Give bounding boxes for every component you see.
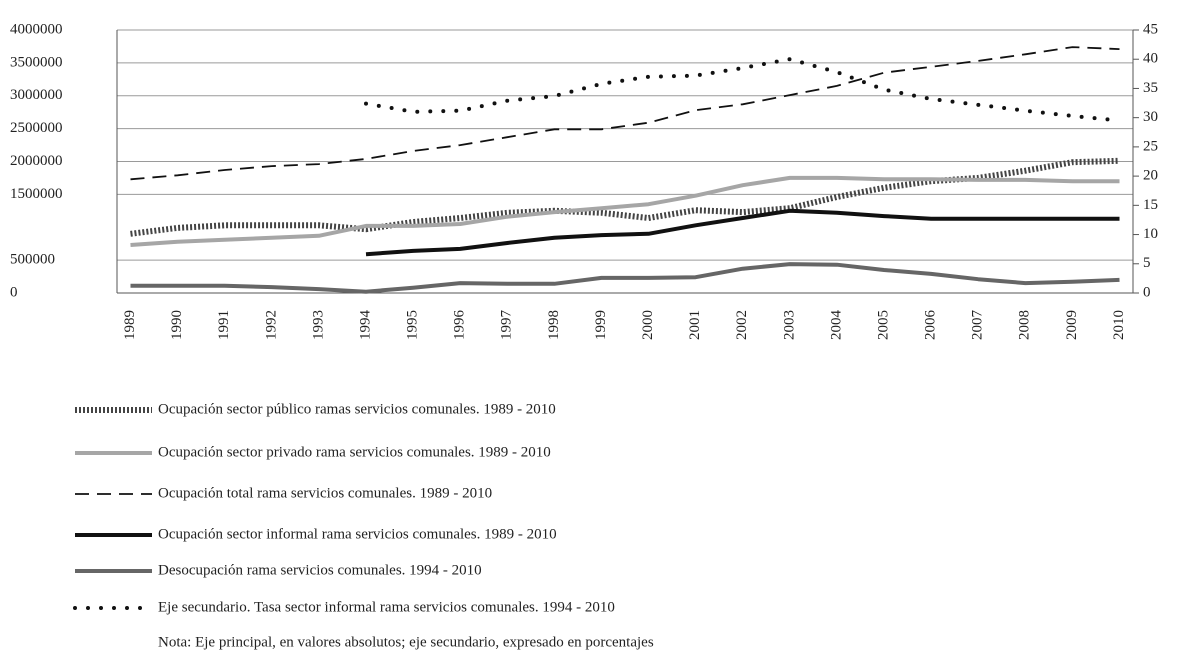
y-tick-label: 1500000 — [10, 186, 63, 202]
y-tick-label: 500000 — [10, 252, 55, 268]
x-tick-label: 1994 — [357, 310, 373, 341]
x-tick-label: 1997 — [499, 309, 515, 340]
x-tick-label: 1992 — [263, 310, 279, 340]
legend-label: Ocupación sector informal rama servicios… — [158, 526, 557, 542]
x-tick-label: 2003 — [781, 310, 797, 340]
y2-tick-label: 0 — [1143, 284, 1151, 300]
x-tick-label: 2002 — [734, 310, 750, 340]
y2-tick-label: 20 — [1143, 168, 1158, 184]
x-tick-label: 2010 — [1111, 310, 1127, 340]
x-tick-label: 1995 — [405, 310, 421, 340]
y2-tick-label: 15 — [1143, 197, 1158, 213]
x-tick-label: 2004 — [828, 310, 844, 341]
note: Nota: Eje principal, en valores absoluto… — [158, 634, 654, 650]
series-line — [130, 262, 1120, 294]
y2-tick-label: 10 — [1143, 226, 1158, 242]
x-tick-label: 2006 — [923, 310, 939, 341]
y-tick-label: 0 — [10, 284, 18, 300]
series-line — [130, 175, 1120, 247]
x-tick-label: 1989 — [122, 310, 138, 340]
series-line — [365, 208, 1120, 257]
y-tick-label: 2500000 — [10, 120, 63, 136]
legend-label: Eje secundario. Tasa sector informal ram… — [158, 599, 615, 615]
y2-tick-label: 45 — [1143, 21, 1158, 37]
x-tick-label: 2009 — [1064, 310, 1080, 340]
x-tick-label: 1996 — [452, 310, 468, 341]
x-tick-label: 2007 — [970, 310, 986, 341]
x-tick-label: 2008 — [1017, 310, 1033, 340]
legend-label: Ocupación sector público ramas servicios… — [158, 401, 556, 417]
y-tick-label: 4000000 — [10, 21, 63, 37]
y2-tick-label: 5 — [1143, 255, 1151, 271]
y2-tick-label: 25 — [1143, 138, 1158, 154]
series-line — [364, 57, 1122, 123]
y-tick-label: 2000000 — [10, 153, 63, 169]
x-tick-label: 2000 — [640, 310, 656, 340]
x-tick-label: 1993 — [310, 310, 326, 340]
x-tick-label: 2001 — [687, 310, 703, 340]
series-line — [130, 46, 1120, 181]
y2-tick-label: 40 — [1143, 51, 1158, 67]
legend-label: Ocupación total rama servicios comunales… — [158, 485, 492, 501]
x-tick-label: 1990 — [169, 310, 185, 340]
x-tick-label: 1998 — [546, 310, 562, 340]
y-tick-label: 3000000 — [10, 87, 63, 103]
x-tick-label: 1991 — [216, 310, 232, 340]
x-tick-label: 1999 — [593, 310, 609, 340]
y2-tick-label: 35 — [1143, 80, 1158, 96]
legend-label: Desocupación rama servicios comunales. 1… — [158, 562, 482, 578]
x-tick-label: 2005 — [875, 310, 891, 340]
legend-label: Ocupación sector privado rama servicios … — [158, 444, 551, 460]
y-tick-label: 3500000 — [10, 54, 63, 70]
series-line — [130, 157, 1120, 237]
y2-tick-label: 30 — [1143, 109, 1158, 125]
